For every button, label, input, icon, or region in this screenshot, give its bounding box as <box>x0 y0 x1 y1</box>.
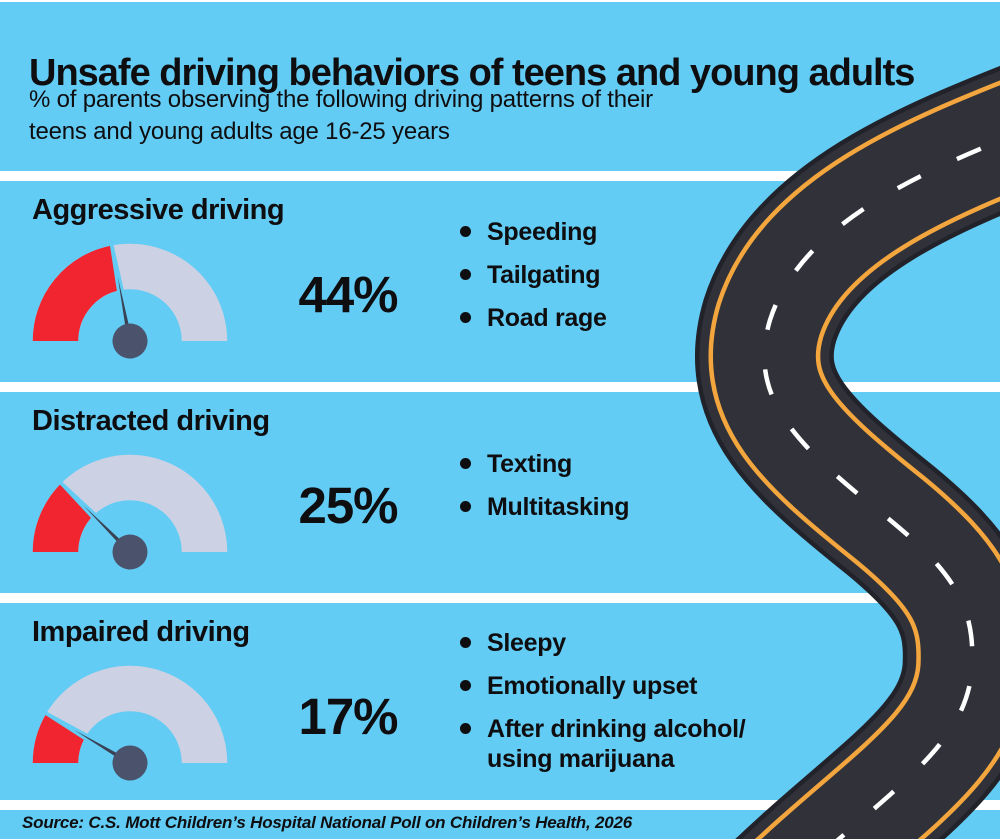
percentage-value: 17% <box>298 688 398 745</box>
bullet-label: Speeding <box>487 218 598 246</box>
gauge-needle <box>108 236 148 360</box>
road-outer-border <box>694 65 1000 839</box>
bullet-icon <box>460 680 471 691</box>
list-item: Sleepy <box>458 628 758 658</box>
page-subtitle: % of parents observing the following dri… <box>29 86 653 145</box>
divider <box>0 171 1000 181</box>
gauge-chart <box>32 236 228 360</box>
section-impaired-driving: Impaired driving 17% Sleepy Emotionally … <box>0 603 760 800</box>
gauge-value-arc <box>32 713 86 764</box>
bullet-label: Emotionally upset <box>487 672 698 700</box>
bullet-label: Road rage <box>487 304 607 332</box>
bullet-icon <box>460 501 471 512</box>
divider <box>0 593 1000 603</box>
bullet-label: Tailgating <box>487 261 601 289</box>
bullet-list: Texting Multitasking <box>458 449 758 522</box>
bullet-icon <box>460 723 471 734</box>
percentage-value: 25% <box>298 477 398 534</box>
gauge-needle <box>53 475 148 570</box>
bullet-icon <box>460 269 471 280</box>
bullet-list: Sleepy Emotionally upset After drinking … <box>458 628 758 774</box>
gauge-value-arc <box>32 245 122 342</box>
list-item: Road rage <box>458 303 758 333</box>
gauge-value-arc <box>32 483 95 553</box>
section-aggressive-driving: Aggressive driving 44% Speeding Tailgati… <box>0 181 760 382</box>
list-item: After drinking alcohol/ using marijuana <box>458 714 758 774</box>
list-item: Texting <box>458 449 758 479</box>
list-item: Multitasking <box>458 492 758 522</box>
bullet-label: Sleepy <box>487 629 566 657</box>
divider <box>0 800 1000 810</box>
section-distracted-driving: Distracted driving 25% Texting Multitask… <box>0 392 760 593</box>
divider <box>0 382 1000 392</box>
bullet-icon <box>460 226 471 237</box>
bullet-label: After drinking alcohol/ using marijuana <box>487 715 746 773</box>
list-item: Emotionally upset <box>458 671 758 701</box>
list-item: Tailgating <box>458 260 758 290</box>
road-surface-inner <box>712 85 1000 839</box>
gauge-hub <box>112 745 148 781</box>
section-heading: Aggressive driving <box>32 194 285 226</box>
gauge-chart <box>32 454 228 570</box>
top-border-line <box>0 0 1000 2</box>
bullet-list: Speeding Tailgating Road rage <box>458 217 758 333</box>
section-heading: Distracted driving <box>32 405 270 437</box>
gauge-hub <box>112 534 148 570</box>
bullet-label: Texting <box>487 450 572 478</box>
list-item: Speeding <box>458 217 758 247</box>
road-center-dash-line <box>762 138 1000 839</box>
gauge-hub <box>112 323 148 359</box>
section-heading: Impaired driving <box>32 616 250 648</box>
road-surface <box>699 70 1000 839</box>
source-attribution: Source: C.S. Mott Children’s Hospital Na… <box>22 813 633 832</box>
gauge-needle <box>37 707 149 781</box>
percentage-value: 44% <box>298 266 398 323</box>
bullet-label: Multitasking <box>487 493 630 521</box>
bullet-icon <box>460 637 471 648</box>
bullet-icon <box>460 458 471 469</box>
road-edge-line-orange <box>708 80 1000 839</box>
bullet-icon <box>460 312 471 323</box>
gauge-chart <box>32 665 228 781</box>
